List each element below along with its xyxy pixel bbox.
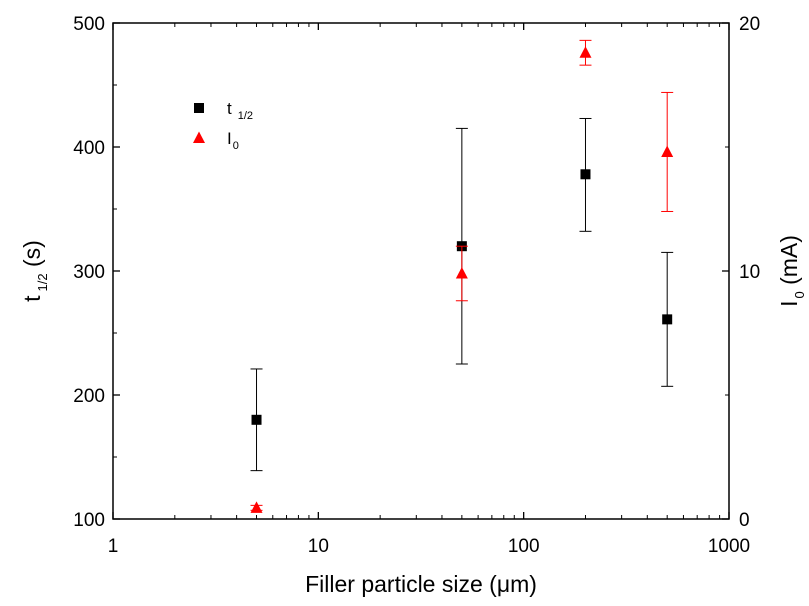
y-left-title-main: t: [19, 295, 45, 302]
legend-label-main: I: [227, 129, 232, 148]
legend-label-sub: 1/2: [238, 110, 253, 122]
y-left-title-suffix: (s): [19, 240, 45, 273]
y-right-title-sub: 0: [792, 291, 807, 298]
data-point-triangle: [250, 501, 263, 513]
x-tick-label: 10: [308, 536, 329, 557]
x-axis-title: Filler particle size (μm): [305, 571, 537, 597]
legend-label-sub: 0: [233, 140, 239, 152]
legend-marker: [194, 103, 204, 113]
plot-frame: [112, 22, 730, 520]
legend-marker: [193, 131, 205, 143]
y-left-title-sub: 1/2: [35, 273, 50, 291]
y-left-tick-label: 300: [73, 262, 105, 283]
y-left-tick-label: 500: [73, 14, 105, 35]
x-tick-label: 100: [508, 536, 540, 557]
legend-label: I0: [227, 129, 239, 152]
y-left-tick-label: 400: [73, 138, 105, 159]
data-point-triangle: [455, 266, 468, 279]
data-point-triangle: [661, 145, 674, 157]
legend-label: t 1/2: [227, 99, 253, 122]
data-point-triangle: [579, 46, 592, 58]
data-point-square: [580, 169, 591, 180]
x-tick-label: 1: [108, 536, 119, 557]
x-tick-label: 1000: [708, 536, 750, 557]
data-point-square: [251, 414, 262, 425]
y-left-axis-title: t 1/2 (s): [19, 240, 50, 302]
y-right-title-suffix: (mA): [776, 235, 802, 291]
y-right-axis-title: I 0 (mA): [776, 235, 807, 307]
y-right-tick-label: 10: [739, 262, 760, 283]
data-point-square: [662, 314, 673, 325]
y-left-tick-label: 100: [73, 510, 105, 531]
y-right-title-main: I: [776, 301, 802, 307]
y-right-tick-label: 20: [739, 14, 760, 35]
y-left-tick-label: 200: [73, 386, 105, 407]
y-right-tick-label: 0: [739, 510, 750, 531]
legend-label-main: t: [227, 99, 232, 118]
